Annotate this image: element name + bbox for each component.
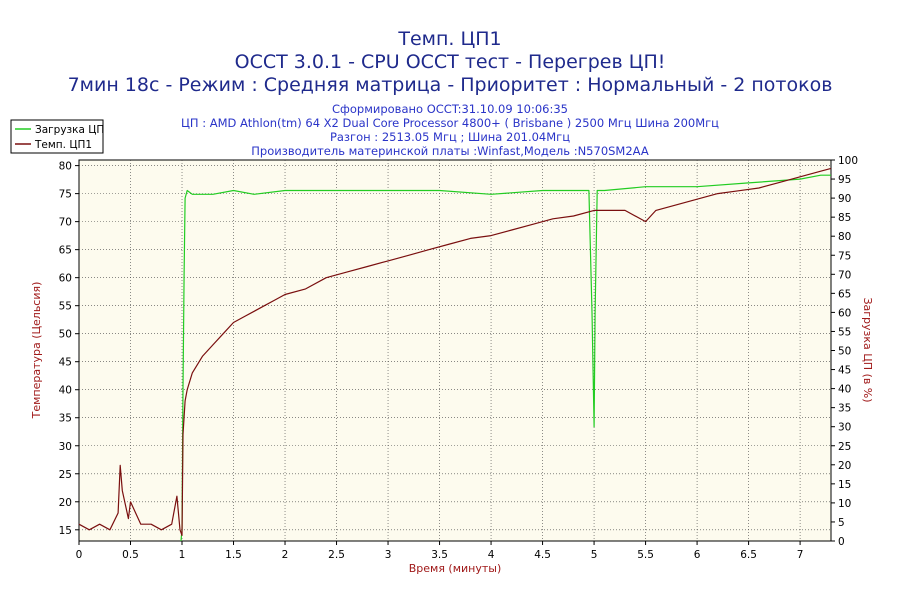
y-left-tick-label: 80 [59, 161, 72, 173]
x-axis-label: Время (минуты) [409, 562, 502, 575]
y-left-tick-label: 55 [59, 301, 72, 313]
y-left-tick-label: 50 [59, 329, 72, 341]
y-right-tick-label: 90 [838, 193, 851, 205]
info-overclock: Разгон : 2513.05 Мгц ; Шина 201.04Мгц [329, 130, 571, 144]
y-left-tick-label: 15 [59, 525, 72, 537]
x-tick-label: 1 [179, 549, 186, 561]
y-left-tick-label: 40 [59, 385, 72, 397]
x-tick-label: 7 [797, 549, 804, 561]
grid-lines [79, 160, 831, 541]
y-right-tick-label: 10 [838, 498, 851, 510]
x-tick-label: 0 [76, 549, 83, 561]
y-left-tick-label: 70 [59, 217, 72, 229]
legend-label-load: Загрузка ЦП [35, 124, 104, 136]
chart-title-line3: 7мин 18с - Режим : Средняя матрица - При… [67, 74, 833, 96]
y-right-tick-label: 25 [838, 441, 851, 453]
x-tick-label: 4 [488, 549, 495, 561]
x-tick-label: 5.5 [637, 549, 654, 561]
y-right-tick-label: 70 [838, 269, 851, 281]
x-tick-label: 0.5 [122, 549, 139, 561]
x-tick-label: 1.5 [225, 549, 242, 561]
y-right-tick-label: 40 [838, 384, 851, 396]
info-motherboard: Производитель материнской платы :Winfast… [251, 144, 649, 158]
y-right-tick-label: 80 [838, 231, 851, 243]
chart-title-line1: Темп. ЦП1 [398, 28, 502, 50]
y-right-tick-label: 75 [838, 250, 851, 262]
y-left-tick-label: 25 [59, 469, 72, 481]
y-left-tick-label: 35 [59, 413, 72, 425]
y-left-tick-label: 60 [59, 273, 72, 285]
y-right-tick-label: 0 [838, 536, 845, 548]
series-line-temp [78, 167, 832, 537]
legend: Загрузка ЦП Темп. ЦП1 [10, 119, 104, 154]
x-tick-label: 6.5 [740, 549, 757, 561]
y-right-tick-label: 95 [838, 174, 851, 186]
x-tick-label: 3.5 [431, 549, 448, 561]
y-right-tick-label: 45 [838, 365, 851, 377]
legend-label-temp: Темп. ЦП1 [34, 139, 92, 151]
y-left-tick-label: 45 [59, 357, 72, 369]
y-right-tick-label: 55 [838, 326, 851, 338]
y-right-tick-label: 85 [838, 212, 851, 224]
y-left-tick-label: 20 [59, 497, 72, 509]
plot-area [78, 159, 832, 542]
x-tick-label: 3 [385, 549, 392, 561]
y-right-axis-label: Загрузка ЦП (в %) [861, 297, 874, 402]
series-line-load [180, 174, 831, 542]
x-tick-label: 4.5 [534, 549, 551, 561]
x-tick-label: 2.5 [328, 549, 345, 561]
y-left-axis-label: Температура (Цельсия) [30, 282, 43, 420]
legend-box [10, 119, 104, 154]
y-right-tick-label: 5 [838, 517, 845, 529]
y-left-tick-label: 65 [59, 245, 72, 257]
x-tick-label: 6 [694, 549, 701, 561]
y-right-tick-label: 60 [838, 307, 851, 319]
axis-ticks: 0 0.5 1 1.5 2 2.5 3 3.5 4 4.5 5 5.5 6 6.5 7 15 20 25 30 35 4… [59, 155, 858, 561]
y-right-tick-label: 30 [838, 422, 851, 434]
info-generated: Сформировано OCCT:31.10.09 10:06:35 [332, 102, 568, 116]
y-right-tick-label: 20 [838, 460, 851, 472]
series-lines [78, 167, 832, 542]
x-tick-label: 5 [591, 549, 598, 561]
y-right-tick-label: 100 [838, 155, 858, 167]
y-right-tick-label: 35 [838, 403, 851, 415]
y-right-tick-label: 65 [838, 288, 851, 300]
y-left-tick-label: 75 [59, 189, 72, 201]
chart-title-line2: OCCT 3.0.1 - CPU OCCT тест - Перегрев ЦП… [234, 51, 666, 73]
y-right-tick-label: 50 [838, 346, 851, 358]
info-cpu: ЦП : AMD Athlon(tm) 64 X2 Dual Core Proc… [181, 116, 719, 130]
y-left-tick-label: 30 [59, 441, 72, 453]
x-tick-label: 2 [282, 549, 289, 561]
y-right-tick-label: 15 [838, 479, 851, 491]
